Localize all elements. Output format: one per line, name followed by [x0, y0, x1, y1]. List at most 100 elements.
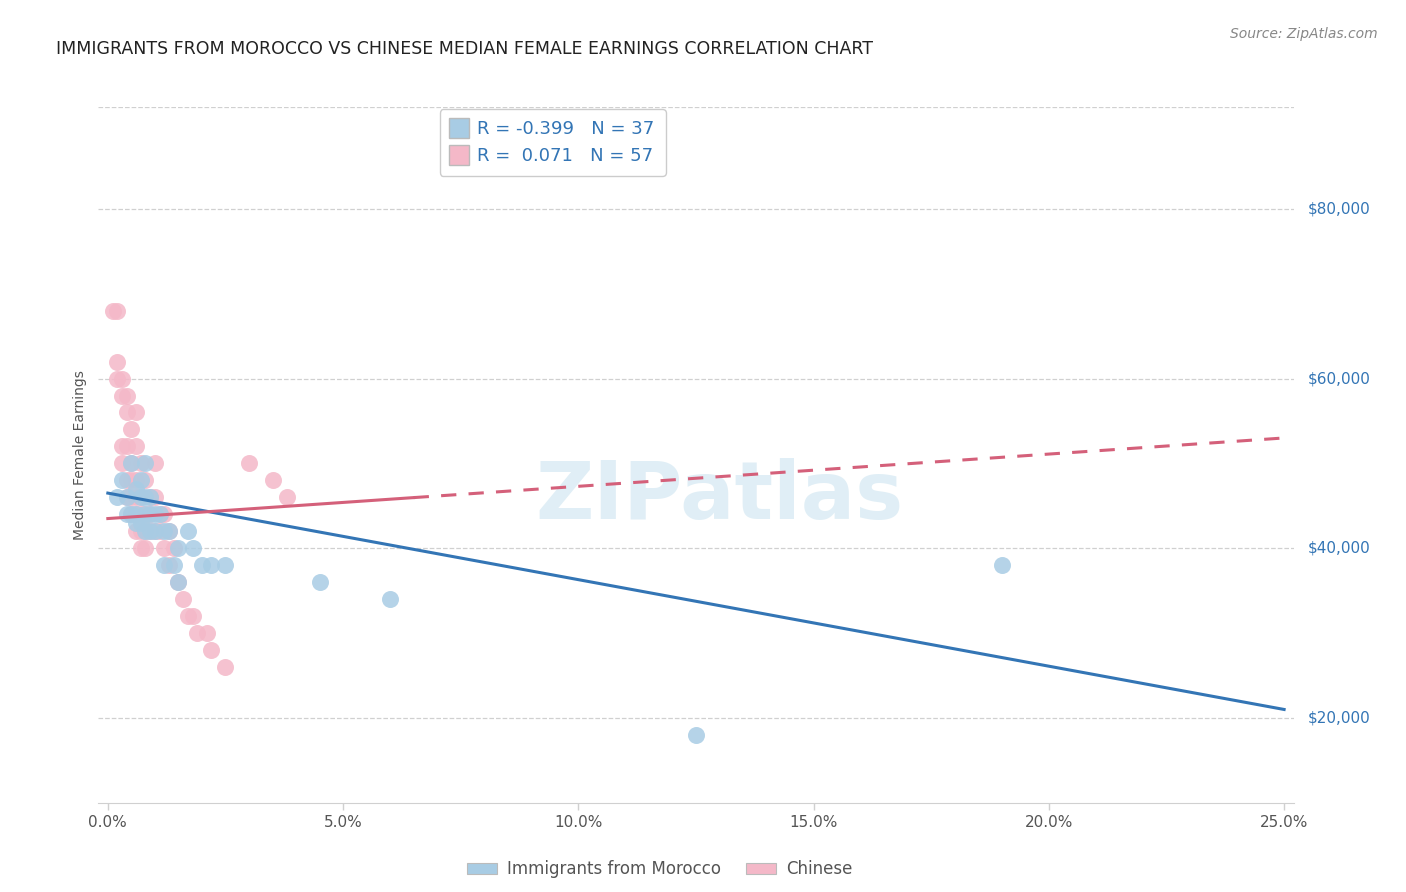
Point: [129, 474, 152, 488]
Text: ZIPatlas: ZIPatlas: [536, 458, 904, 536]
Point: [214, 660, 236, 674]
Point: [157, 524, 180, 539]
Point: [115, 474, 138, 488]
Point: [101, 303, 124, 318]
Point: [111, 388, 134, 402]
Text: IMMIGRANTS FROM MOROCCO VS CHINESE MEDIAN FEMALE EARNINGS CORRELATION CHART: IMMIGRANTS FROM MOROCCO VS CHINESE MEDIA…: [56, 40, 873, 58]
Point: [105, 303, 128, 318]
Point: [149, 524, 172, 539]
Point: [120, 457, 142, 471]
Point: [308, 575, 330, 590]
Point: [120, 508, 142, 522]
Y-axis label: Median Female Earnings: Median Female Earnings: [73, 370, 87, 540]
Point: [153, 558, 176, 573]
Point: [143, 457, 166, 471]
Point: [105, 371, 128, 385]
Point: [991, 558, 1014, 573]
Point: [200, 643, 222, 657]
Point: [181, 541, 204, 556]
Point: [125, 482, 148, 496]
Point: [134, 508, 156, 522]
Point: [139, 508, 162, 522]
Point: [105, 491, 128, 505]
Point: [378, 592, 401, 607]
Point: [125, 405, 148, 419]
Point: [153, 524, 176, 539]
Point: [105, 354, 128, 368]
Point: [186, 626, 208, 640]
Point: [129, 516, 152, 530]
Point: [163, 558, 186, 573]
Point: [125, 491, 148, 505]
Point: [172, 592, 194, 607]
Point: [134, 508, 156, 522]
Point: [125, 439, 148, 453]
Point: [139, 491, 162, 505]
Text: $80,000: $80,000: [1308, 202, 1371, 217]
Point: [111, 474, 134, 488]
Point: [139, 491, 162, 505]
Point: [262, 474, 284, 488]
Point: [143, 508, 166, 522]
Point: [195, 626, 218, 640]
Point: [111, 457, 134, 471]
Point: [139, 508, 162, 522]
Point: [134, 524, 156, 539]
Point: [111, 439, 134, 453]
Point: [181, 609, 204, 624]
Point: [134, 457, 156, 471]
Point: [134, 474, 156, 488]
Point: [115, 439, 138, 453]
Point: [120, 491, 142, 505]
Point: [238, 457, 260, 471]
Point: [129, 541, 152, 556]
Text: $60,000: $60,000: [1308, 371, 1371, 386]
Point: [200, 558, 222, 573]
Point: [125, 508, 148, 522]
Point: [134, 491, 156, 505]
Point: [177, 524, 200, 539]
Point: [191, 558, 214, 573]
Point: [129, 508, 152, 522]
Point: [163, 541, 186, 556]
Point: [129, 491, 152, 505]
Point: [143, 524, 166, 539]
Point: [157, 524, 180, 539]
Point: [134, 524, 156, 539]
Point: [115, 388, 138, 402]
Text: $40,000: $40,000: [1308, 541, 1371, 556]
Point: [120, 474, 142, 488]
Point: [149, 508, 172, 522]
Point: [214, 558, 236, 573]
Point: [115, 405, 138, 419]
Legend: Immigrants from Morocco, Chinese: Immigrants from Morocco, Chinese: [461, 854, 859, 885]
Point: [139, 524, 162, 539]
Text: Source: ZipAtlas.com: Source: ZipAtlas.com: [1230, 27, 1378, 41]
Point: [149, 508, 172, 522]
Point: [153, 541, 176, 556]
Point: [143, 524, 166, 539]
Point: [129, 491, 152, 505]
Point: [111, 371, 134, 385]
Point: [143, 491, 166, 505]
Point: [125, 516, 148, 530]
Point: [177, 609, 200, 624]
Point: [120, 508, 142, 522]
Point: [139, 524, 162, 539]
Point: [115, 491, 138, 505]
Point: [157, 558, 180, 573]
Point: [129, 457, 152, 471]
Text: $20,000: $20,000: [1308, 710, 1371, 725]
Point: [120, 422, 142, 436]
Point: [167, 575, 190, 590]
Point: [115, 491, 138, 505]
Point: [125, 524, 148, 539]
Point: [167, 575, 190, 590]
Point: [125, 474, 148, 488]
Point: [129, 524, 152, 539]
Point: [125, 508, 148, 522]
Point: [167, 541, 190, 556]
Point: [120, 457, 142, 471]
Point: [115, 508, 138, 522]
Point: [276, 491, 298, 505]
